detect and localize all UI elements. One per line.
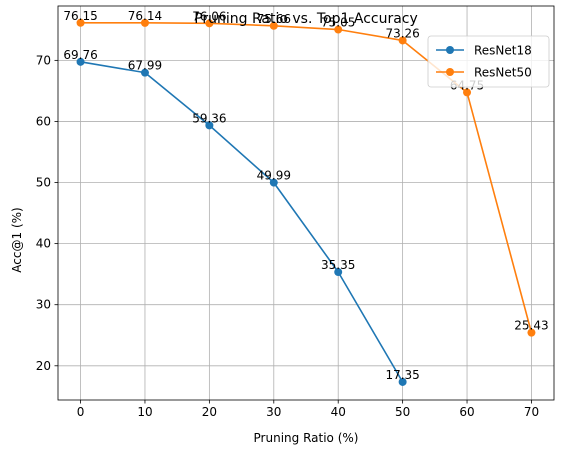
y-tick-label: 60: [36, 114, 51, 128]
x-tick-label: 60: [459, 405, 474, 419]
resnet50-data-label: 25.43: [514, 319, 548, 333]
resnet50-data-label: 75.66: [257, 12, 291, 26]
x-tick-label: 50: [395, 405, 410, 419]
plot-frame: [57, 5, 555, 401]
resnet50-data-label: 73.26: [385, 26, 419, 40]
resnet18-point: [269, 178, 278, 187]
axis-ticks: 0 10 20 30 40 50 60 70 20 30 40 50 60 70: [36, 53, 539, 419]
legend-resnet18-label: ResNet18: [474, 44, 532, 58]
series-layer: [76, 18, 536, 386]
y-tick-label: 70: [36, 53, 51, 67]
resnet50-point: [76, 18, 85, 27]
legend-resnet50-label: ResNet50: [474, 66, 532, 80]
y-tick-label: 20: [36, 359, 51, 373]
x-tick-label: 30: [266, 405, 281, 419]
resnet18-point: [205, 121, 214, 130]
resnet18-data-label: 49.99: [257, 169, 291, 183]
resnet50-point: [205, 19, 214, 28]
chart-title: Pruning Ratio vs. Top1 Accuracy: [194, 11, 418, 27]
resnet50-data-label: 76.14: [128, 9, 162, 23]
resnet18-point: [140, 68, 149, 77]
y-axis-label: Acc@1 (%): [10, 207, 24, 272]
resnet50-data-label: 75.05: [321, 16, 355, 30]
resnet18-data-label: 69.76: [63, 48, 97, 62]
resnet18-data-label: 67.99: [128, 59, 162, 73]
resnet18-point: [76, 57, 85, 66]
resnet18-point: [398, 377, 407, 386]
resnet50-data-label: 76.06: [192, 9, 226, 23]
resnet50-point: [398, 36, 407, 45]
x-tick-label: 10: [137, 405, 152, 419]
legend-resnet18-marker: [446, 46, 454, 54]
resnet18-data-label: 59.36: [192, 111, 226, 125]
resnet50-point: [334, 25, 343, 34]
legend-resnet50-marker: [446, 68, 454, 76]
x-tick-label: 20: [202, 405, 217, 419]
legend: ResNet18 ResNet50: [427, 35, 550, 88]
resnet50-point: [463, 88, 472, 97]
x-tick-label: 70: [524, 405, 539, 419]
resnet50-data-label: 76.15: [63, 9, 97, 23]
x-axis-label: Pruning Ratio (%): [254, 431, 359, 445]
y-tick-label: 30: [36, 298, 51, 312]
resnet18-data-label: 35.35: [321, 258, 355, 272]
x-tick-label: 0: [77, 405, 85, 419]
resnet50-point: [527, 328, 536, 337]
legend-box: [427, 35, 550, 88]
x-tick-label: 40: [331, 405, 346, 419]
y-tick-label: 40: [36, 237, 51, 251]
resnet50-point: [269, 21, 278, 30]
y-tick-label: 50: [36, 176, 51, 190]
resnet18-point: [334, 268, 343, 277]
resnet18-line: [80, 61, 404, 383]
resnet18-data-label: 17.35: [385, 368, 419, 382]
resnet50-point: [140, 18, 149, 27]
